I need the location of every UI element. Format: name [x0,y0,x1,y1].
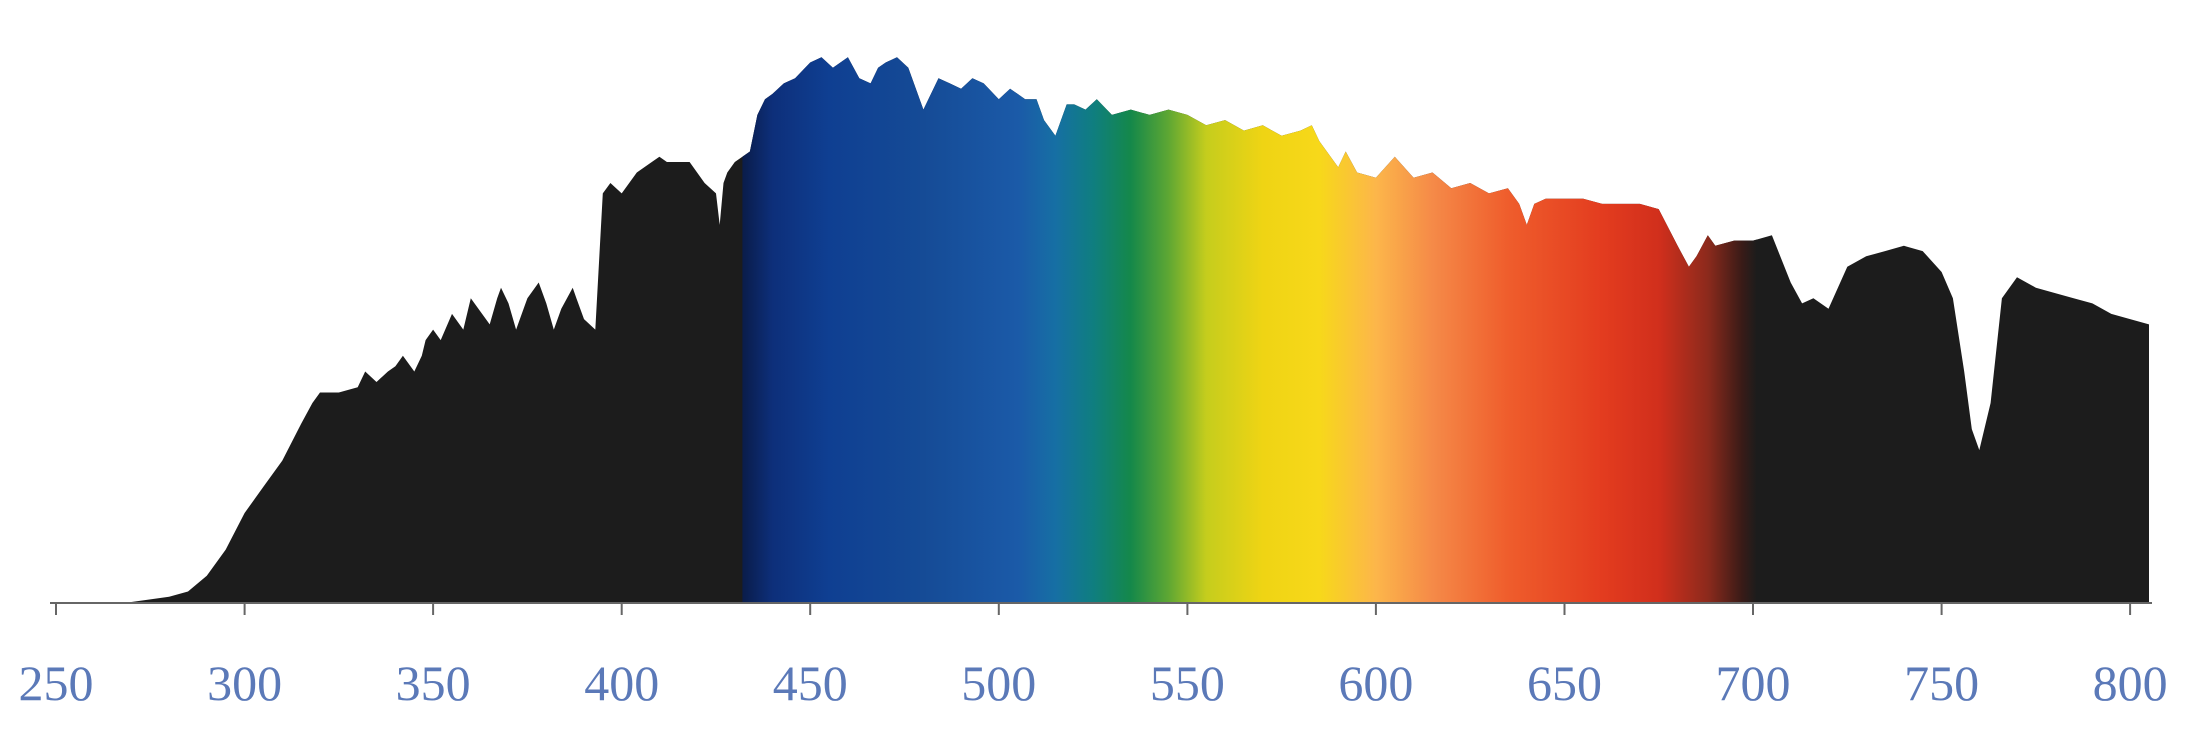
x-tick-label: 400 [584,655,659,711]
x-tick-label: 250 [19,655,94,711]
x-tick-label: 650 [1527,655,1602,711]
x-tick-label: 600 [1338,655,1413,711]
x-axis-ticks: 250 300 350 400 450 500 550 600 650 700 750 800 [19,603,2168,711]
x-tick-label: 350 [396,655,471,711]
x-tick-label: 500 [961,655,1036,711]
x-tick-label: 700 [1716,655,1791,711]
x-tick-label: 750 [1904,655,1979,711]
x-tick-label: 800 [2093,655,2168,711]
x-tick-label: 450 [773,655,848,711]
x-tick-label: 550 [1150,655,1225,711]
x-tick-label: 300 [207,655,282,711]
visible-spectrum-area [742,57,1757,602]
